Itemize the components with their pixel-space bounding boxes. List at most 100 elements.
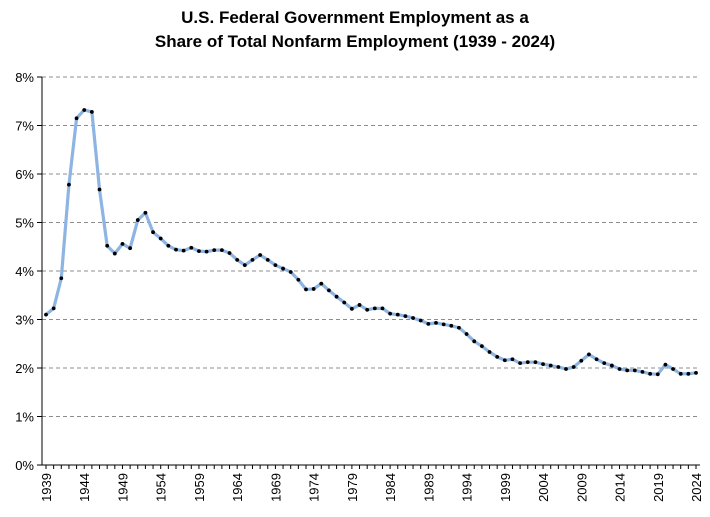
x-tick-label: 1959 [192, 473, 207, 502]
data-point [617, 367, 622, 371]
x-tick-label: 1974 [307, 473, 322, 502]
data-point [74, 116, 79, 121]
data-point [158, 236, 163, 241]
y-tick-label: 2% [15, 361, 34, 376]
data-point [487, 350, 492, 354]
data-point [587, 352, 591, 357]
data-point [334, 294, 339, 299]
x-tick-label: 1939 [39, 473, 54, 502]
data-point [686, 371, 691, 376]
data-point [281, 266, 285, 271]
data-point [441, 322, 446, 327]
data-point [449, 323, 454, 328]
x-tick-label: 2004 [536, 473, 551, 502]
data-point [403, 314, 408, 319]
data-point [472, 339, 477, 344]
data-point [495, 354, 500, 359]
y-tick-label: 6% [15, 167, 34, 182]
data-point [59, 276, 64, 281]
data-point [227, 251, 232, 255]
x-tick-label: 2024 [689, 473, 704, 502]
y-tick-label: 5% [15, 216, 34, 231]
data-point [273, 263, 278, 268]
x-tick-label: 2019 [651, 473, 666, 502]
data-point [357, 303, 362, 307]
data-point [189, 245, 194, 250]
x-tick-label: 1949 [115, 473, 130, 502]
data-point [678, 371, 683, 376]
x-tick-label: 2009 [574, 473, 589, 502]
data-point [250, 257, 255, 262]
x-tick-label: 1984 [383, 473, 398, 502]
data-point [174, 247, 178, 252]
data-point [242, 263, 247, 268]
data-point [89, 110, 94, 114]
series-group [44, 108, 698, 377]
x-tick-label: 1999 [498, 473, 513, 502]
data-point [342, 300, 347, 305]
y-tick-label: 8% [15, 70, 34, 85]
data-point [418, 318, 423, 323]
data-point [533, 360, 538, 365]
data-point [82, 108, 87, 112]
data-point [296, 277, 301, 282]
chart-title-line2: Share of Total Nonfarm Employment (1939 … [154, 32, 556, 51]
x-tick-label: 1989 [421, 473, 436, 502]
data-point [388, 311, 393, 316]
data-point [319, 281, 324, 286]
data-point [502, 358, 507, 363]
data-point [434, 320, 438, 325]
x-tick-label: 1969 [268, 473, 283, 502]
x-tick-label: 1954 [154, 473, 169, 502]
data-point [518, 361, 523, 366]
data-point [457, 325, 461, 330]
series-line [44, 108, 698, 376]
data-point [135, 218, 140, 222]
data-point [304, 287, 308, 292]
data-point [671, 367, 675, 371]
x-tick-label: 1964 [230, 473, 245, 502]
chart-title-line1: U.S. Federal Government Employment as a [181, 8, 529, 27]
data-point [97, 187, 102, 192]
data-point [556, 365, 561, 369]
data-point [625, 368, 630, 373]
data-point [112, 251, 117, 256]
data-point [571, 365, 576, 369]
data-point [411, 316, 415, 320]
gridlines [42, 76, 700, 417]
data-point [67, 182, 71, 187]
data-point [694, 370, 698, 375]
data-point [151, 230, 155, 235]
data-point [105, 243, 110, 248]
data-point [197, 249, 201, 254]
data-point [258, 253, 263, 257]
y-tick-label: 7% [15, 119, 34, 134]
y-tick-label: 3% [15, 313, 34, 328]
data-point [395, 312, 400, 317]
data-point [128, 246, 133, 251]
data-point [311, 287, 316, 291]
data-point [212, 248, 217, 253]
x-tick-label: 1994 [460, 473, 475, 502]
data-point [219, 248, 224, 253]
data-point [265, 257, 270, 262]
data-point [548, 363, 553, 368]
data-point [380, 306, 385, 311]
data-point [143, 210, 148, 215]
y-tick-label: 0% [15, 458, 34, 473]
y-tick-label: 4% [15, 264, 34, 279]
x-tick-label: 1944 [77, 473, 92, 502]
x-tick-label: 1979 [345, 473, 360, 502]
data-point [648, 371, 653, 376]
data-point [541, 362, 545, 367]
axes [37, 76, 700, 469]
data-point [44, 312, 48, 317]
data-point [564, 367, 568, 371]
data-point [181, 248, 186, 253]
data-point [327, 288, 331, 293]
data-point [426, 321, 431, 326]
data-point [166, 243, 171, 248]
data-point [579, 358, 584, 363]
data-point [655, 372, 660, 377]
